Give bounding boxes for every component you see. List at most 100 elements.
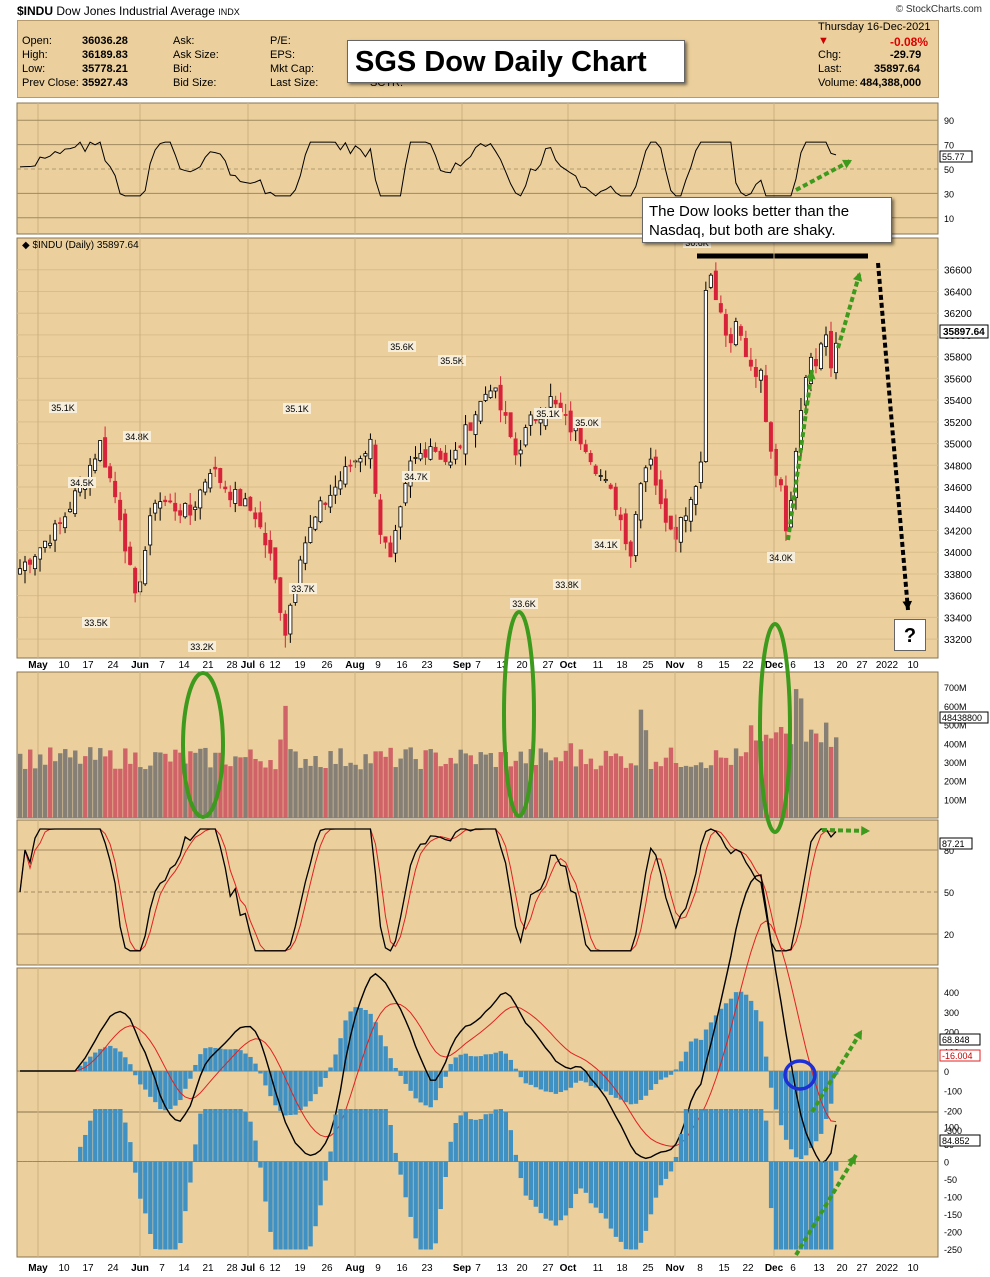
macd-hist-bar xyxy=(243,1053,248,1072)
macd-hist-bar xyxy=(293,1071,298,1115)
volume-bar xyxy=(518,751,524,818)
candle-body xyxy=(103,437,108,468)
volume-bar xyxy=(288,749,293,818)
macd-hist-bar xyxy=(183,1071,188,1089)
histogram-bar xyxy=(463,1112,468,1162)
candle-body xyxy=(228,491,233,501)
volume-bar xyxy=(563,750,569,818)
macd-hist-bar xyxy=(238,1050,243,1072)
candle-body xyxy=(583,444,588,453)
candle-body xyxy=(33,556,38,570)
macd-hist-bar xyxy=(188,1071,193,1079)
x-axis-label-bottom: 15 xyxy=(718,1263,730,1274)
histogram-bar xyxy=(48,1161,53,1162)
x-axis-label: 23 xyxy=(421,660,433,671)
histogram-bar xyxy=(118,1109,123,1162)
volume-bar xyxy=(383,756,388,818)
annotation-bg xyxy=(402,471,430,482)
x-axis-label: 24 xyxy=(107,660,119,671)
candle-body xyxy=(323,502,328,505)
volume-bar xyxy=(283,705,288,818)
macd-hist-bar xyxy=(623,1071,629,1103)
histogram-bar xyxy=(633,1161,639,1250)
macd-hist-bar xyxy=(768,1071,774,1088)
candle-body xyxy=(588,453,593,463)
volume-tick-label: 700M xyxy=(944,683,967,693)
histogram-bar xyxy=(418,1161,423,1250)
histogram-bar xyxy=(408,1161,413,1217)
volume-bar xyxy=(603,750,609,818)
volume-bar xyxy=(818,742,824,818)
annotation-bg xyxy=(553,579,581,590)
volume-bar xyxy=(278,739,283,818)
macd-hist-bar xyxy=(128,1064,133,1072)
macd-hist-bar xyxy=(118,1051,123,1072)
candle-body xyxy=(73,490,78,515)
histogram-bar xyxy=(18,1161,23,1162)
volume-bar xyxy=(708,765,714,818)
candle-body xyxy=(388,542,393,558)
price-annotation: 33.5K xyxy=(84,618,108,628)
annotation-bg xyxy=(510,598,538,609)
histogram-bar xyxy=(193,1144,198,1162)
volume-bar xyxy=(738,756,744,818)
candle-body xyxy=(678,517,683,543)
macd-hist-bar xyxy=(443,1071,448,1077)
histogram-bar xyxy=(753,1109,759,1162)
macd-hist-bar xyxy=(573,1071,579,1083)
histogram-bar xyxy=(93,1109,98,1162)
macd-hist-bar xyxy=(288,1071,293,1116)
candle-body xyxy=(553,399,558,405)
volume-bar xyxy=(718,757,724,818)
macd-hist-bar xyxy=(583,1071,589,1083)
volume-bar xyxy=(733,748,739,818)
histogram-bar xyxy=(758,1109,764,1162)
green-arrow-up-2 xyxy=(836,271,862,349)
volume-bar xyxy=(783,733,789,818)
green-arrow-macd xyxy=(810,1028,864,1114)
x-axis-label: 14 xyxy=(178,660,190,671)
volume-bar xyxy=(33,768,38,818)
macd-signal-label: -16.004 xyxy=(942,1051,973,1061)
macd-hist-bar xyxy=(228,1049,233,1072)
candle-body xyxy=(243,498,248,507)
histogram-bar xyxy=(488,1113,493,1162)
macd-tick-label: 0 xyxy=(944,1067,949,1077)
macd-value-label: 68.848 xyxy=(942,1035,970,1045)
candle-body xyxy=(688,499,693,522)
volume-bar xyxy=(763,734,769,818)
candle-body xyxy=(708,274,713,288)
macd-hist-bar xyxy=(403,1071,408,1084)
candle-body xyxy=(548,396,553,408)
volume-bar xyxy=(268,760,273,818)
candle-body xyxy=(683,515,688,521)
macd-hist-bar xyxy=(373,1022,378,1072)
histogram-bar xyxy=(503,1112,508,1162)
x-axis-label: Sep xyxy=(453,660,471,671)
macd-hist-bar xyxy=(808,1071,814,1149)
hist-tick-label: -150 xyxy=(944,1210,962,1220)
volume-bar xyxy=(223,764,228,818)
volume-bar xyxy=(178,752,183,818)
macd-hist-bar xyxy=(433,1071,438,1101)
candle-body xyxy=(23,561,28,571)
histogram-bar xyxy=(834,1161,839,1171)
x-axis-label: 6 xyxy=(259,660,265,671)
histogram-bar xyxy=(293,1161,298,1250)
volume-bar xyxy=(323,768,328,818)
volume-bar xyxy=(183,763,188,818)
x-axis-label-bottom: 24 xyxy=(107,1263,119,1274)
macd-hist-bar xyxy=(158,1071,163,1110)
histogram-bar xyxy=(813,1161,819,1250)
macd-hist-bar xyxy=(113,1048,118,1072)
candle-body xyxy=(333,486,338,496)
volume-bar xyxy=(523,763,529,818)
volume-bar xyxy=(173,749,178,818)
candle-body xyxy=(163,499,168,503)
x-axis-label: May xyxy=(28,660,48,671)
macd-hist-bar xyxy=(98,1048,103,1072)
volume-bar xyxy=(318,767,323,818)
macd-hist-bar xyxy=(213,1047,218,1072)
green-arrow-up-1 xyxy=(786,369,814,541)
volume-bar xyxy=(148,765,153,818)
